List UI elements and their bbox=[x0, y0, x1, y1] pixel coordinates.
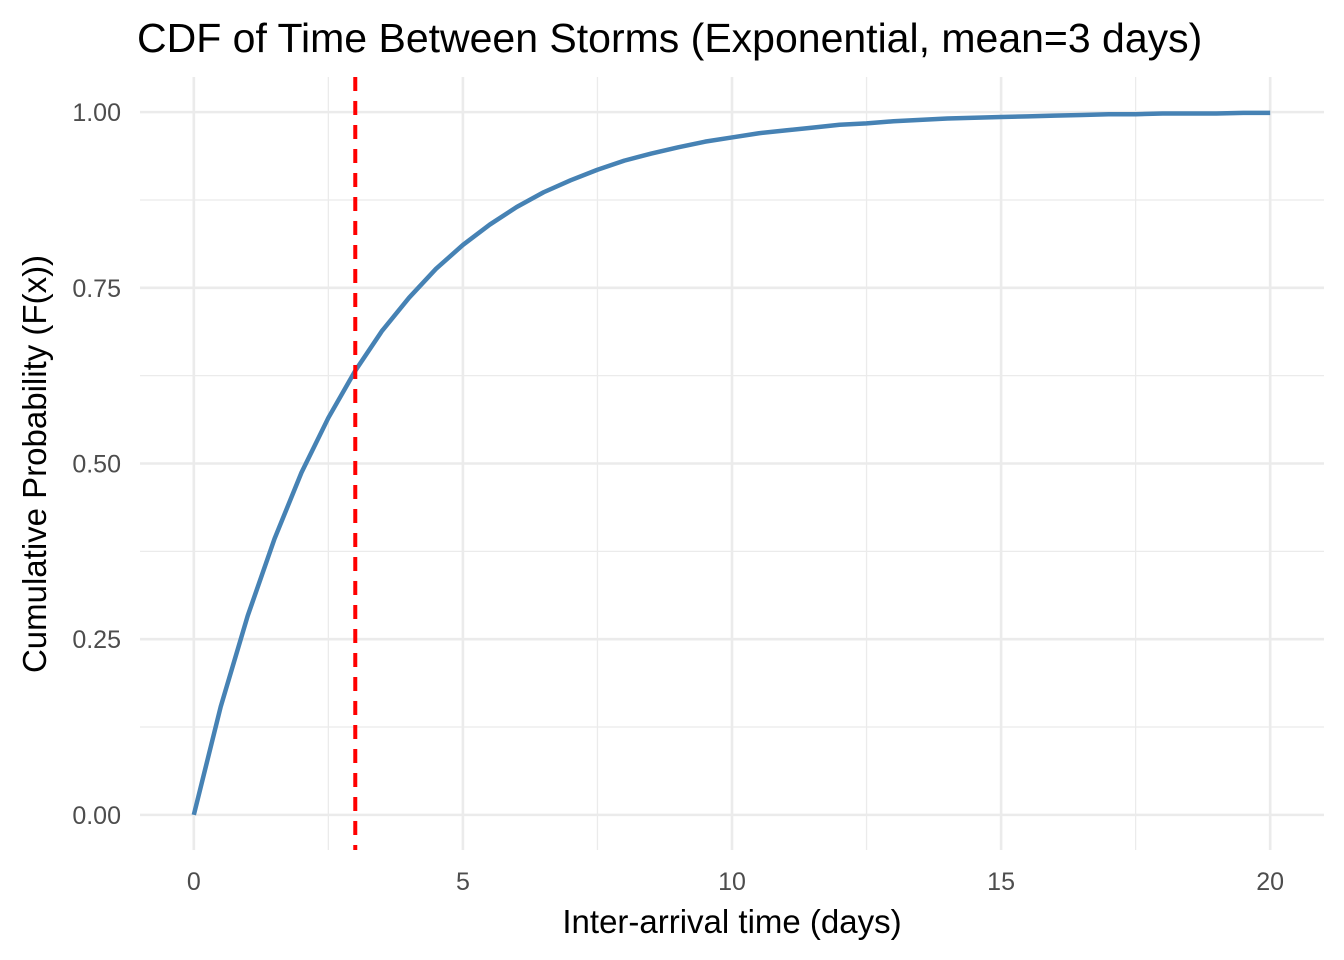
y-axis-title: Cumulative Probability (F(x)) bbox=[16, 255, 53, 673]
x-tick-label: 0 bbox=[187, 868, 201, 896]
chart-title: CDF of Time Between Storms (Exponential,… bbox=[137, 15, 1202, 61]
x-axis-title: Inter-arrival time (days) bbox=[562, 903, 901, 940]
x-tick-label: 20 bbox=[1256, 868, 1284, 896]
y-tick-label: 0.50 bbox=[72, 451, 121, 479]
y-tick-label: 1.00 bbox=[72, 99, 121, 127]
y-tick-label: 0.25 bbox=[72, 626, 121, 654]
y-tick-label: 0.00 bbox=[72, 802, 121, 830]
x-tick-label: 5 bbox=[456, 868, 470, 896]
y-axis-ticks: 0.00 0.25 0.50 0.75 1.00 bbox=[72, 99, 121, 830]
x-tick-label: 15 bbox=[987, 868, 1015, 896]
x-tick-label: 10 bbox=[718, 868, 746, 896]
cdf-series-line bbox=[191, 110, 1271, 816]
major-gridlines bbox=[140, 77, 1324, 850]
x-axis-ticks: 0 5 10 15 20 bbox=[187, 868, 1284, 896]
y-tick-label: 0.75 bbox=[72, 275, 121, 303]
plot-area bbox=[191, 77, 1271, 850]
